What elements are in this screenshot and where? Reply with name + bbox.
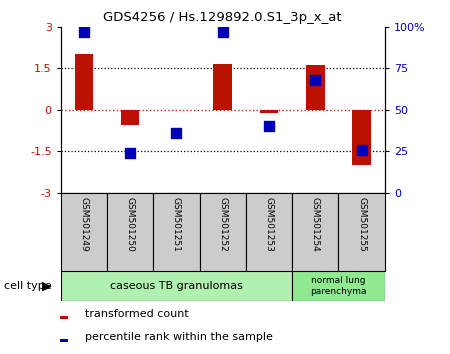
Point: [80, 29, 87, 34]
Bar: [60, 339, 68, 342]
Bar: [213, 64, 232, 110]
Text: transformed count: transformed count: [85, 309, 189, 319]
Point: [358, 147, 365, 153]
Bar: [61, 193, 107, 271]
Text: GSM501249: GSM501249: [79, 197, 88, 252]
Text: GSM501255: GSM501255: [357, 197, 366, 252]
Bar: [292, 193, 338, 271]
Text: percentile rank within the sample: percentile rank within the sample: [85, 332, 273, 342]
Text: GSM501254: GSM501254: [311, 197, 320, 252]
Bar: [60, 316, 68, 319]
Text: cell type: cell type: [4, 281, 52, 291]
Point: [219, 29, 226, 34]
Bar: [292, 271, 385, 301]
Point: [312, 77, 319, 82]
Bar: [352, 110, 371, 165]
Point: [266, 124, 273, 129]
Bar: [246, 193, 292, 271]
Bar: [306, 65, 324, 110]
Text: GSM501253: GSM501253: [265, 197, 274, 252]
Text: ▶: ▶: [42, 279, 52, 292]
Bar: [153, 193, 200, 271]
Text: caseous TB granulomas: caseous TB granulomas: [110, 281, 243, 291]
Point: [173, 130, 180, 136]
Text: GSM501250: GSM501250: [126, 197, 135, 252]
Bar: [260, 110, 278, 113]
Text: GSM501252: GSM501252: [218, 197, 227, 252]
Bar: [338, 193, 385, 271]
Bar: [200, 193, 246, 271]
Text: normal lung
parenchyma: normal lung parenchyma: [310, 276, 367, 296]
Text: GSM501251: GSM501251: [172, 197, 181, 252]
Bar: [75, 54, 93, 110]
Bar: [61, 271, 292, 301]
Bar: [121, 110, 140, 125]
Title: GDS4256 / Hs.129892.0.S1_3p_x_at: GDS4256 / Hs.129892.0.S1_3p_x_at: [104, 11, 342, 24]
Bar: [107, 193, 153, 271]
Point: [126, 150, 134, 156]
